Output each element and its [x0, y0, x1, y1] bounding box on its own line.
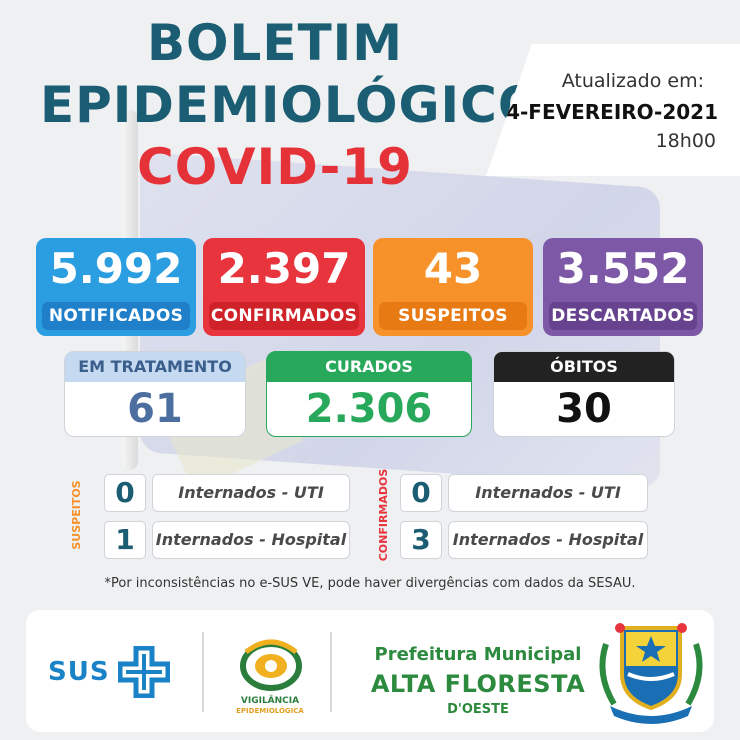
stat-descartados-label: DESCARTADOS: [549, 302, 697, 330]
title-line-2: EPIDEMIOLÓGICO: [40, 76, 542, 134]
disclaimer-note: *Por inconsistências no e-SUS VE, pode h…: [104, 576, 636, 591]
confirmados-hospital-label: Internados - Hospital: [448, 521, 648, 559]
vigilancia-text-1: VIGILÂNCIA: [240, 696, 300, 706]
card-em-tratamento-value: 61: [127, 386, 183, 432]
municipal-crest-icon: [599, 623, 703, 724]
card-obitos-label: ÓBITOS: [494, 352, 674, 382]
stat-confirmados: 2.397 CONFIRMADOS: [203, 238, 365, 336]
sus-cross-icon: [118, 646, 170, 698]
update-panel: Atualizado em: 24-FEVEREIRO-2021 18h00: [486, 44, 740, 176]
stat-notificados: 5.992 NOTIFICADOS: [36, 238, 196, 336]
card-obitos: ÓBITOS 30: [493, 351, 675, 437]
footer-logos: SUS VIGILÂNCIA EPIDEMIOLÓGICA Prefeitura…: [26, 610, 714, 732]
update-label: Atualizado em:: [561, 70, 704, 92]
title-line-3: COVID-19: [137, 138, 413, 196]
prefeitura-line-2: ALTA FLORESTA: [370, 670, 586, 698]
stat-descartados: 3.552 DESCARTADOS: [543, 238, 703, 336]
vigilancia-text-2: EPIDEMIOLÓGICA: [236, 707, 304, 715]
vigilancia-logo-icon: [240, 639, 302, 691]
stat-confirmados-label: CONFIRMADOS: [209, 302, 359, 330]
stat-suspeitos-label: SUSPEITOS: [379, 302, 527, 330]
update-date: 24-FEVEREIRO-2021: [492, 100, 718, 124]
suspeitos-uti-label: Internados - UTI: [152, 474, 350, 512]
card-curados-label: CURADOS: [267, 352, 471, 382]
title-line-1: BOLETIM: [146, 14, 404, 72]
footer-divider: [330, 632, 332, 712]
card-em-tratamento-label: EM TRATAMENTO: [65, 352, 245, 382]
confirmados-uti-label: Internados - UTI: [448, 474, 648, 512]
suspeitos-uti-count: 0: [104, 474, 146, 512]
stat-confirmados-value: 2.397: [217, 244, 351, 293]
sus-logo-text: SUS: [48, 657, 110, 687]
confirmados-uti-count: 0: [400, 474, 442, 512]
stat-notificados-value: 5.992: [49, 244, 183, 293]
card-curados-value: 2.306: [305, 386, 433, 432]
stat-descartados-value: 3.552: [556, 244, 690, 293]
card-obitos-value: 30: [556, 386, 612, 432]
suspeitos-hospital-label: Internados - Hospital: [152, 521, 350, 559]
confirmados-side-label: CONFIRMADOS: [377, 468, 390, 562]
card-em-tratamento: EM TRATAMENTO 61: [64, 351, 246, 437]
stat-suspeitos: 43 SUSPEITOS: [373, 238, 533, 336]
card-curados: CURADOS 2.306: [266, 351, 472, 437]
suspeitos-hospital-count: 1: [104, 521, 146, 559]
stat-notificados-label: NOTIFICADOS: [42, 302, 190, 330]
prefeitura-line-1: Prefeitura Municipal: [374, 644, 582, 665]
footer-divider: [202, 632, 204, 712]
suspeitos-side-label: SUSPEITOS: [70, 480, 83, 550]
prefeitura-line-3: D'OESTE: [447, 702, 509, 717]
stat-suspeitos-value: 43: [423, 244, 483, 293]
update-time: 18h00: [655, 130, 716, 152]
confirmados-hospital-count: 3: [400, 521, 442, 559]
